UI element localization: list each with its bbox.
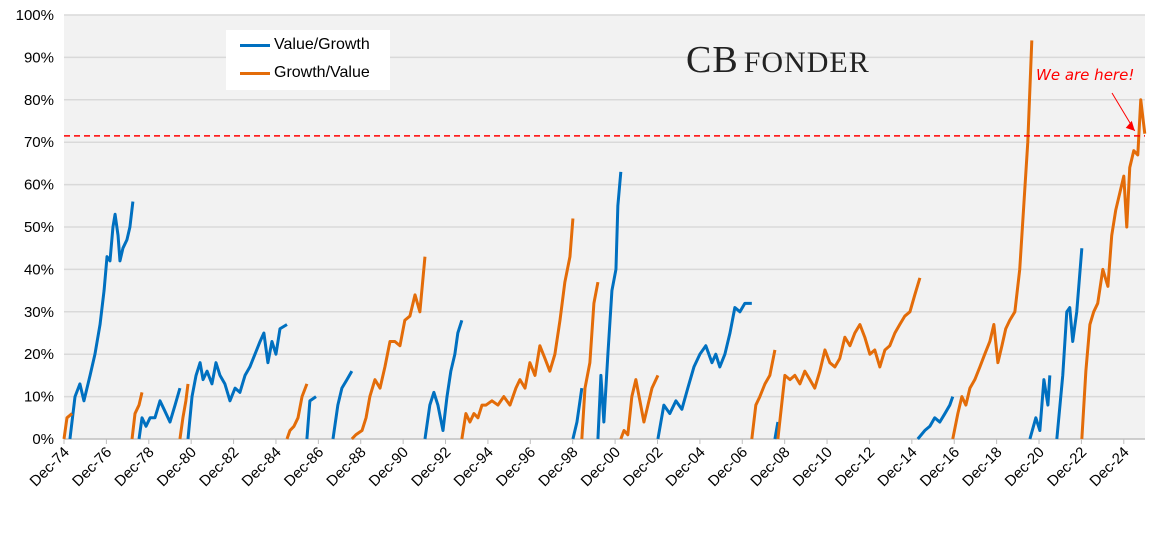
value-growth-line xyxy=(68,201,135,440)
x-tick-label: Dec-20 xyxy=(1002,444,1048,490)
x-tick-label: Dec-06 xyxy=(705,444,751,490)
x-tick-label: Dec-14 xyxy=(874,444,920,490)
x-tick-label: Dec-10 xyxy=(790,444,836,490)
growth-value-line xyxy=(460,218,575,440)
value-growth-line xyxy=(423,319,464,440)
legend-swatch xyxy=(240,43,270,47)
x-tick-label: Dec-82 xyxy=(196,444,242,490)
value-growth-line xyxy=(656,301,752,440)
annotation-text: We are here! xyxy=(1036,66,1135,84)
growth-value-line xyxy=(1080,98,1147,440)
growth-value-line xyxy=(285,383,309,440)
x-tick-label: Dec-96 xyxy=(493,444,539,490)
value-growth-line xyxy=(1028,375,1052,440)
logo: CB FONDER xyxy=(686,39,870,81)
x-tick-label: Dec-12 xyxy=(832,444,878,490)
x-tick-label: Dec-84 xyxy=(239,444,285,490)
x-tick-label: Dec-22 xyxy=(1044,444,1090,490)
x-tick-label: Dec-08 xyxy=(747,444,793,490)
x-tick-label: Dec-76 xyxy=(69,444,115,490)
x-tick-label: Dec-04 xyxy=(662,444,708,490)
value-growth-line xyxy=(331,370,354,440)
growth-value-line xyxy=(951,40,1034,440)
y-tick-label: 90% xyxy=(24,49,54,66)
x-tick-label: Dec-94 xyxy=(451,444,497,490)
x-tick-label: Dec-16 xyxy=(917,444,963,490)
growth-value-line xyxy=(619,374,660,440)
y-tick-label: 60% xyxy=(24,177,54,194)
legend-label: Value/Growth xyxy=(274,36,370,53)
y-tick-label: 10% xyxy=(24,389,54,406)
x-tick-label: Dec-80 xyxy=(154,444,200,490)
x-tick-label: Dec-18 xyxy=(959,444,1005,490)
value-growth-line xyxy=(305,395,317,440)
y-tick-label: 100% xyxy=(16,7,54,24)
y-tick-label: 0% xyxy=(32,431,54,448)
legend-label: Growth/Value xyxy=(274,64,370,81)
growth-value-line xyxy=(350,256,427,441)
x-tick-label: Dec-74 xyxy=(27,444,73,490)
legend-swatch xyxy=(240,71,270,75)
growth-value-line xyxy=(580,281,600,440)
growth-value-line xyxy=(750,349,777,440)
x-tick-label: Dec-86 xyxy=(281,444,327,490)
y-tick-label: 30% xyxy=(24,304,54,321)
legend-item-growth-value: Growth/Value xyxy=(240,64,370,82)
x-tick-label: Dec-98 xyxy=(535,444,581,490)
value-growth-line xyxy=(596,171,623,440)
value-growth-line xyxy=(916,396,955,440)
growth-value-line xyxy=(130,392,144,440)
annotation-arrowhead xyxy=(1125,120,1135,131)
x-tick-label: Dec-02 xyxy=(620,444,666,490)
x-tick-label: Dec-00 xyxy=(578,444,624,490)
value-growth-line xyxy=(773,421,780,440)
value-growth-line xyxy=(571,387,584,440)
y-tick-label: 20% xyxy=(24,346,54,363)
x-tick-label: Dec-92 xyxy=(408,444,454,490)
x-tick-label: Dec-90 xyxy=(366,444,412,490)
y-tick-label: 80% xyxy=(24,92,54,109)
value-growth-line xyxy=(186,323,288,440)
x-tick-label: Dec-78 xyxy=(111,444,157,490)
legend-item-value-growth: Value/Growth xyxy=(240,36,370,54)
value-growth-line xyxy=(1055,248,1084,440)
value-growth-line xyxy=(137,387,182,440)
x-tick-label: Dec-88 xyxy=(323,444,369,490)
growth-value-line xyxy=(62,412,74,440)
growth-value-line xyxy=(776,277,922,440)
y-tick-label: 50% xyxy=(24,219,54,236)
legend: Value/Growth Growth/Value xyxy=(226,30,390,90)
y-tick-label: 70% xyxy=(24,134,54,151)
y-tick-label: 40% xyxy=(24,261,54,278)
x-tick-label: Dec-24 xyxy=(1086,444,1132,490)
growth-value-line xyxy=(178,383,190,440)
